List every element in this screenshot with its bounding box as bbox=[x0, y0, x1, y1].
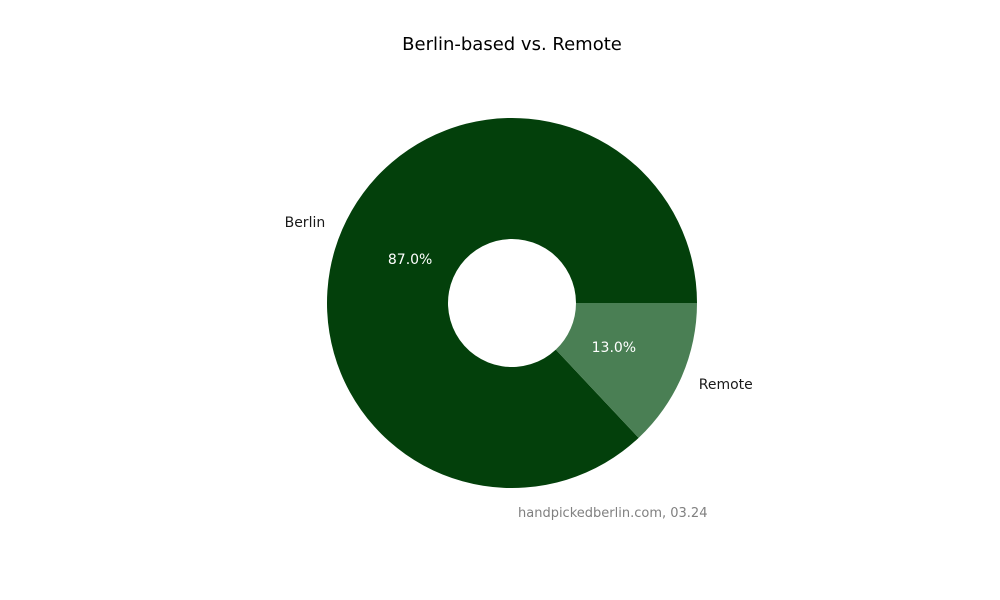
slices-layer bbox=[327, 118, 697, 489]
slice-label-remote: Remote bbox=[699, 377, 753, 393]
chart-title: Berlin-based vs. Remote bbox=[402, 34, 622, 55]
labels-layer: 87.0% Berlin 13.0% Remote bbox=[285, 215, 753, 393]
slice-remote bbox=[555, 303, 697, 438]
pct-label-remote: 13.0% bbox=[592, 340, 636, 356]
slice-berlin bbox=[327, 118, 697, 489]
slice-label-berlin: Berlin bbox=[285, 215, 326, 231]
pct-label-berlin: 87.0% bbox=[388, 252, 432, 268]
source-note: handpickedberlin.com, 03.24 bbox=[518, 506, 707, 521]
